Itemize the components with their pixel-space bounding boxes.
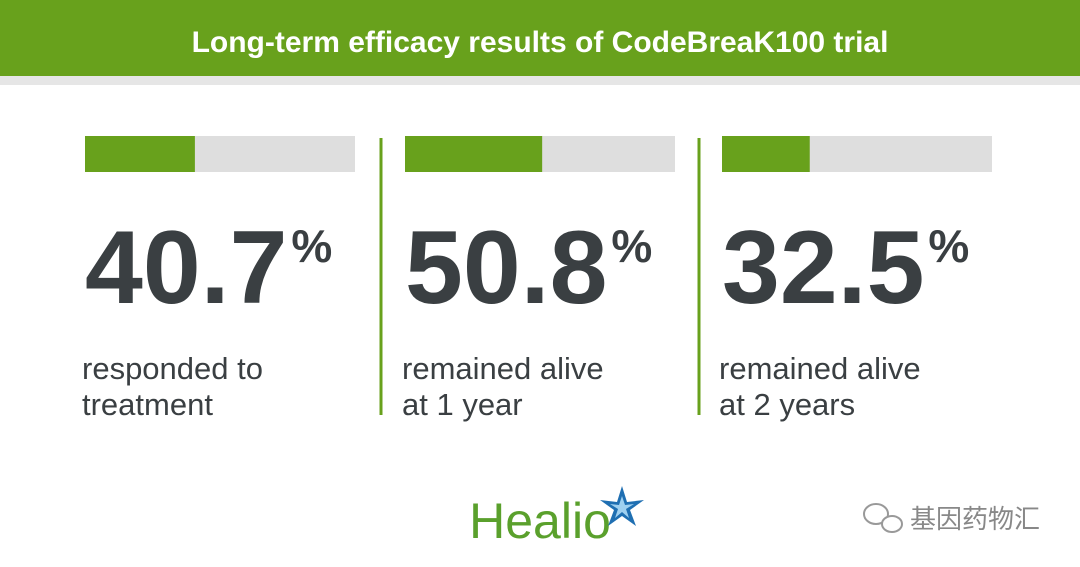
stat-label: remained alive: [402, 351, 604, 386]
stat-label: at 1 year: [402, 387, 523, 422]
bar-fill: [85, 136, 195, 172]
stat-unit: %: [928, 220, 969, 272]
stat-value: 50.8: [405, 210, 607, 326]
stat-label: at 2 years: [719, 387, 855, 422]
stat-unit: %: [611, 220, 652, 272]
watermark-icon: [863, 503, 903, 533]
stat-unit: %: [291, 220, 332, 272]
stat-value: 32.5: [722, 210, 924, 326]
header-shadow: [0, 76, 1080, 85]
stat-label: treatment: [82, 387, 213, 422]
header-title: Long-term efficacy results of CodeBreaK1…: [192, 26, 889, 59]
bar-fill: [722, 136, 810, 172]
watermark: 基因药物汇: [910, 504, 1040, 534]
bar-fill: [405, 136, 543, 172]
stat-label: remained alive: [719, 351, 921, 386]
logo-star: [600, 486, 644, 526]
header-band: [0, 0, 1080, 76]
logo: Healio: [469, 493, 611, 549]
stat-value: 40.7: [85, 210, 287, 326]
stat-label: responded to: [82, 351, 263, 386]
